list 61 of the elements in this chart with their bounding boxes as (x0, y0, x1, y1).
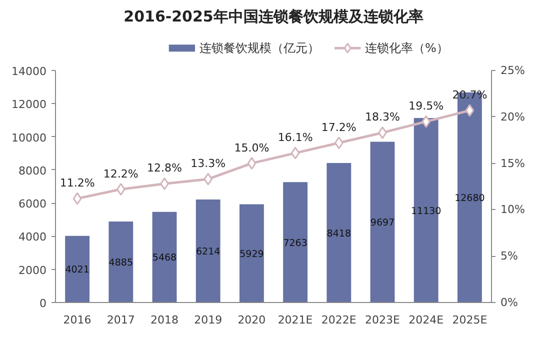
data-label: 13.3% (190, 157, 226, 170)
data-label: 18.3% (365, 110, 400, 124)
data-label: 5468 (152, 252, 177, 264)
x-tick-label: 2023E (365, 314, 400, 326)
x-tick-label: 2021E (278, 314, 313, 326)
data-label: 7263 (283, 238, 308, 249)
data-label: 17.2% (321, 120, 356, 134)
data-label: 4885 (108, 258, 133, 269)
x-tick-label: 2016 (63, 314, 92, 326)
y2-tick-label: 5% (500, 250, 518, 263)
legend-label: 连锁化率（%） (365, 41, 448, 56)
y-tick-label: 10000 (12, 131, 47, 144)
data-label: 12.2% (103, 167, 138, 180)
y-tick-label: 4000 (18, 230, 47, 244)
bar (152, 212, 177, 302)
x-tick-label: 2020 (238, 314, 266, 326)
y-tick-label: 2000 (18, 264, 47, 277)
bar (65, 236, 90, 302)
y2-tick-label: 20% (500, 110, 525, 124)
data-label: 16.1% (278, 131, 313, 144)
data-label: 6214 (196, 246, 220, 258)
data-label: 12.8% (147, 162, 182, 175)
point (422, 115, 431, 128)
point (465, 104, 474, 117)
x-tick-label: 2019 (194, 314, 222, 326)
data-label: 5929 (240, 248, 264, 260)
bar (196, 200, 220, 302)
point (290, 146, 300, 160)
y2-tick-label: 15% (500, 156, 525, 170)
data-label: 11.2% (60, 176, 95, 190)
bar (239, 204, 264, 302)
data-label: 9697 (370, 218, 395, 229)
point (116, 183, 126, 196)
bar (283, 182, 308, 302)
data-label: 8418 (326, 228, 351, 240)
data-label: 15.0% (234, 141, 270, 154)
x-tick-label: 2018 (150, 314, 179, 326)
y2-tick-label: 10% (500, 203, 525, 216)
x-tick-label: 2017 (106, 314, 135, 326)
y2-tick-label: 25% (500, 64, 525, 77)
data-label: 4021 (65, 264, 90, 276)
y-tick-label: 0 (40, 297, 46, 310)
point (247, 157, 256, 170)
point (72, 192, 82, 205)
point (204, 172, 213, 186)
y-tick-label: 8000 (18, 164, 47, 178)
chart-title: 2016-2025年中国连锁餐饮规模及连锁化率 (124, 8, 424, 26)
bar (370, 142, 395, 302)
y-tick-label: 6000 (18, 198, 47, 211)
data-label: 19.5% (408, 100, 444, 113)
bar (108, 222, 134, 302)
x-tick-label: 2025E (452, 314, 488, 326)
y-tick-label: 12000 (12, 98, 47, 112)
bar (414, 118, 438, 302)
legend-label: 连锁餐饮规模（亿元） (199, 41, 320, 56)
x-tick-label: 2022E (321, 314, 356, 326)
bar (326, 163, 352, 302)
y-tick-label: 14000 (12, 65, 47, 78)
x-tick-label: 2024E (408, 314, 444, 326)
y2-tick-label: 0% (500, 296, 518, 309)
point (334, 136, 344, 150)
